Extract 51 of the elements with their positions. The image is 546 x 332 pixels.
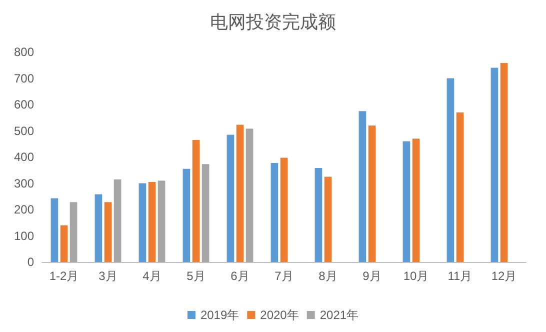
bar [412,138,420,262]
bar [358,111,366,262]
x-tick-label: 7月 [274,269,294,283]
y-tick-label: 0 [27,255,34,269]
x-tick-label: 4月 [142,269,162,283]
bar [456,112,464,262]
x-tick-label: 1-2月 [49,269,79,283]
bar [402,141,410,262]
x-tick-label: 6月 [230,269,250,283]
bar [60,225,68,262]
legend-label: 2020年 [260,308,299,322]
bar [202,164,210,262]
x-tick-label: 10月 [403,269,429,283]
bar [236,124,244,262]
bar [114,179,122,262]
bar [192,140,200,262]
bar [500,63,508,262]
bar [280,158,288,262]
x-tick-label: 11月 [448,269,472,283]
bar [324,176,332,262]
bar [270,163,278,262]
x-tick-label: 3月 [98,269,118,283]
bar [50,198,58,262]
legend-label: 2019年 [200,308,240,322]
bar [158,180,166,262]
y-tick-label: 500 [14,124,34,138]
y-tick-label: 300 [14,176,34,190]
y-tick-label: 400 [14,150,34,164]
legend-label: 2021年 [320,308,359,322]
bar [148,182,156,262]
x-tick-label: 12月 [491,269,517,283]
y-tick-label: 700 [14,71,34,86]
x-tick-label: 5月 [186,269,206,283]
bar [94,194,102,262]
bar [490,68,498,262]
y-tick-label: 100 [14,228,34,243]
x-tick-label: 8月 [318,269,338,283]
y-tick-label: 200 [14,202,34,216]
y-tick-label: 800 [14,45,34,59]
bar [70,202,78,262]
x-tick-label: 9月 [362,269,382,283]
bar [368,126,376,262]
bar [226,134,234,262]
y-tick-label: 600 [14,98,34,112]
bar [138,183,146,262]
chart-title: 电网投资完成额 [210,12,336,32]
bar [104,202,112,262]
bar [182,168,190,262]
bar [446,78,454,262]
bar [314,168,322,262]
bar [246,128,254,262]
